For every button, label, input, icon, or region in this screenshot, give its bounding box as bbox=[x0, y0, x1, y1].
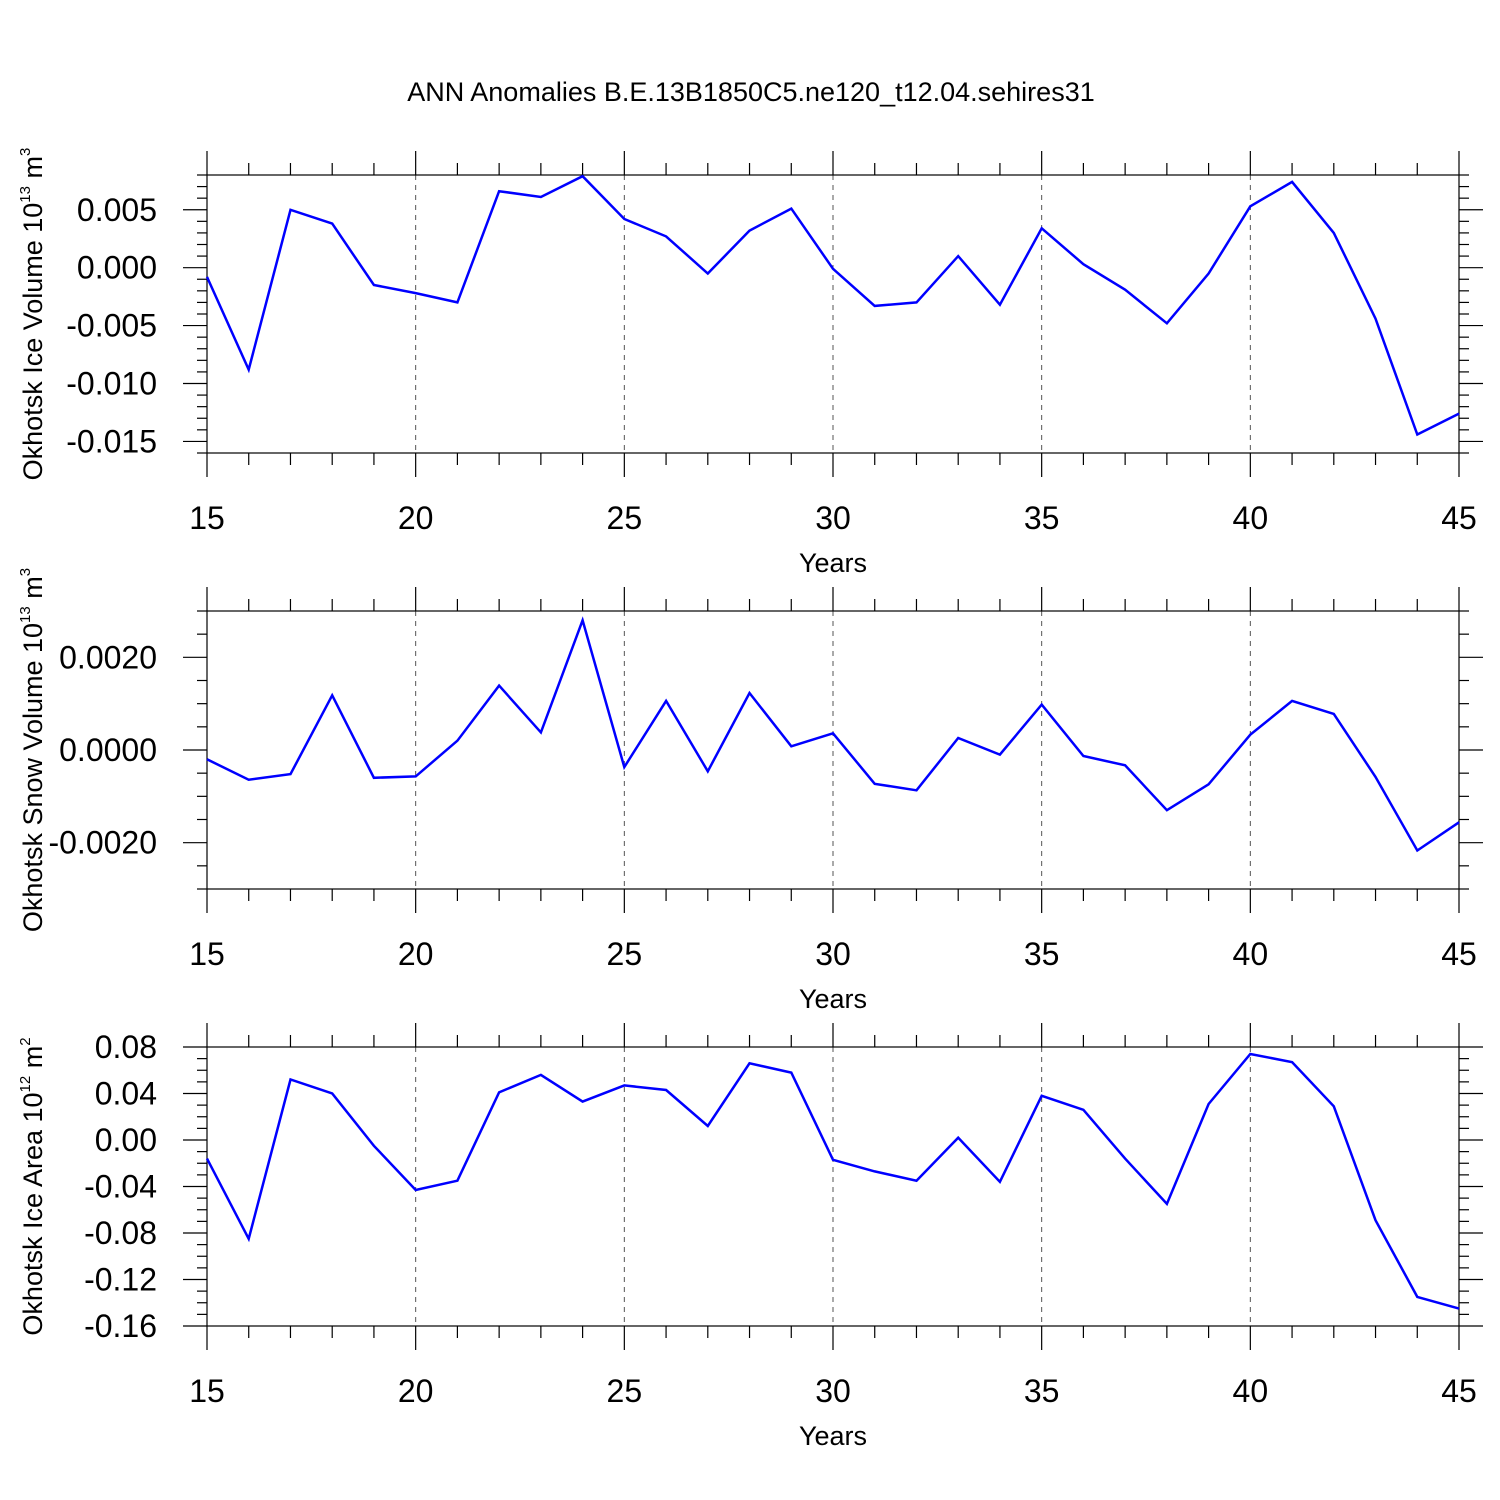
y-tick-label: 0.08 bbox=[95, 1029, 157, 1065]
y-axis-title: Okhotsk Ice Volume 1013 m3 bbox=[17, 148, 48, 481]
y-tick-label: 0.04 bbox=[95, 1076, 157, 1112]
x-axis-title: Years bbox=[799, 1421, 867, 1451]
y-axis-title-unit: m bbox=[18, 576, 48, 606]
panel-2: 0.0020 0.0000 -0.0020 15 20 25 30 35 40 45 Years Ok… bbox=[17, 568, 1483, 1014]
y-axis-title-unit-exponent: 3 bbox=[17, 568, 34, 576]
x-tick-label: 45 bbox=[1441, 500, 1477, 536]
y-axis-title-text: Okhotsk Ice Area 10 bbox=[18, 1092, 48, 1335]
y-axis-title-text: Okhotsk Snow Volume 10 bbox=[18, 623, 48, 932]
x-tick-label: 30 bbox=[815, 936, 851, 972]
panel-1: 0.005 0.000 -0.005 -0.010 -0.015 15 20 25 30 35 40… bbox=[17, 148, 1483, 578]
y-tick-label: 0.0000 bbox=[59, 732, 157, 768]
x-tick-label: 20 bbox=[398, 500, 434, 536]
y-axis-title: Okhotsk Snow Volume 1013 m3 bbox=[17, 568, 48, 932]
x-tick-label: 40 bbox=[1233, 500, 1269, 536]
y-axis-title-unit: m bbox=[18, 1046, 48, 1076]
y-axis-title-text: Okhotsk Ice Volume 10 bbox=[18, 203, 48, 481]
y-tick-label: -0.015 bbox=[66, 423, 157, 459]
y-axis-title-exponent: 13 bbox=[17, 606, 34, 623]
x-tick-label: 45 bbox=[1441, 1373, 1477, 1409]
x-tick-label: 40 bbox=[1233, 936, 1269, 972]
x-tick-label: 25 bbox=[607, 500, 643, 536]
x-tick-label: 25 bbox=[607, 936, 643, 972]
x-tick-label: 45 bbox=[1441, 936, 1477, 972]
x-tick-label: 20 bbox=[398, 936, 434, 972]
x-tick-label: 15 bbox=[189, 936, 225, 972]
series-line bbox=[206, 616, 1460, 853]
panel-3: 0.08 0.04 0.00 -0.04 -0.08 -0.12 -0.16 15 20 25 30… bbox=[17, 1023, 1483, 1451]
y-tick-label: -0.005 bbox=[66, 308, 157, 344]
x-tick-label: 25 bbox=[607, 1373, 643, 1409]
y-axis-title-unit: m bbox=[18, 156, 48, 186]
y-axis-title-exponent: 13 bbox=[17, 186, 34, 203]
series-line bbox=[205, 174, 1460, 437]
y-tick-label: -0.010 bbox=[66, 366, 157, 402]
x-tick-label: 20 bbox=[398, 1373, 434, 1409]
x-axis-title: Years bbox=[799, 548, 867, 578]
x-tick-label: 35 bbox=[1024, 1373, 1060, 1409]
y-axis-title-unit-exponent: 3 bbox=[17, 148, 34, 156]
y-axis-title-unit-exponent: 2 bbox=[17, 1037, 34, 1045]
y-tick-label: -0.16 bbox=[84, 1308, 157, 1344]
x-tick-label: 30 bbox=[815, 500, 851, 536]
y-tick-label: 0.005 bbox=[77, 192, 157, 228]
chart-title: ANN Anomalies B.E.13B1850C5.ne120_t12.04… bbox=[407, 77, 1094, 107]
y-axis-title-exponent: 12 bbox=[17, 1076, 34, 1093]
x-tick-label: 40 bbox=[1233, 1373, 1269, 1409]
y-tick-label: -0.0020 bbox=[48, 825, 157, 861]
x-tick-label: 35 bbox=[1024, 500, 1060, 536]
y-tick-label: 0.000 bbox=[77, 250, 157, 286]
series-line bbox=[205, 1052, 1460, 1310]
x-tick-label: 35 bbox=[1024, 936, 1060, 972]
x-tick-label: 30 bbox=[815, 1373, 851, 1409]
x-tick-label: 15 bbox=[189, 1373, 225, 1409]
y-tick-label: -0.08 bbox=[84, 1215, 157, 1251]
panels: 0.005 0.000 -0.005 -0.010 -0.015 15 20 25 30 35 40… bbox=[17, 148, 1483, 1451]
y-tick-label: -0.04 bbox=[84, 1169, 157, 1205]
x-tick-label: 15 bbox=[189, 500, 225, 536]
y-tick-label: 0.00 bbox=[95, 1122, 157, 1158]
y-tick-label: -0.12 bbox=[84, 1262, 157, 1298]
y-tick-label: 0.0020 bbox=[59, 639, 157, 675]
y-axis-title: Okhotsk Ice Area 1012 m2 bbox=[17, 1037, 48, 1335]
x-axis-title: Years bbox=[799, 984, 867, 1014]
